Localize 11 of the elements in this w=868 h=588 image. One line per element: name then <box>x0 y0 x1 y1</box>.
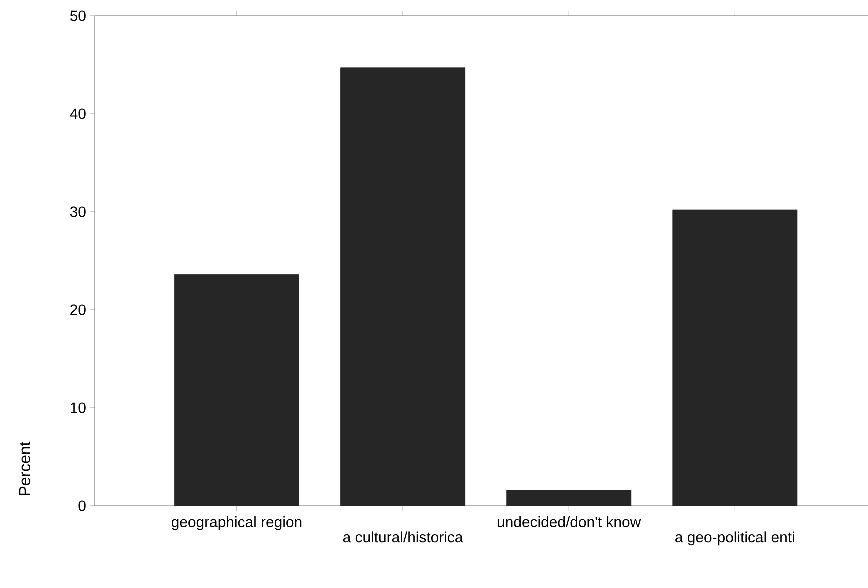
x-tick-label: geographical region <box>172 516 302 530</box>
y-tick-label: 50 <box>70 10 86 22</box>
y-tick-label: 0 <box>78 500 86 512</box>
x-tick-label: undecided/don't know <box>498 516 642 528</box>
y-axis-title: Percent <box>19 442 31 496</box>
y-tick-label: 40 <box>70 108 86 120</box>
y-tick-label: 30 <box>70 206 86 218</box>
y-tick-label: 20 <box>70 304 86 316</box>
x-tick-label: a cultural/historica <box>343 532 464 543</box>
y-tick-label: 10 <box>71 402 86 414</box>
x-tick-label: a geo-political enti <box>676 532 794 546</box>
